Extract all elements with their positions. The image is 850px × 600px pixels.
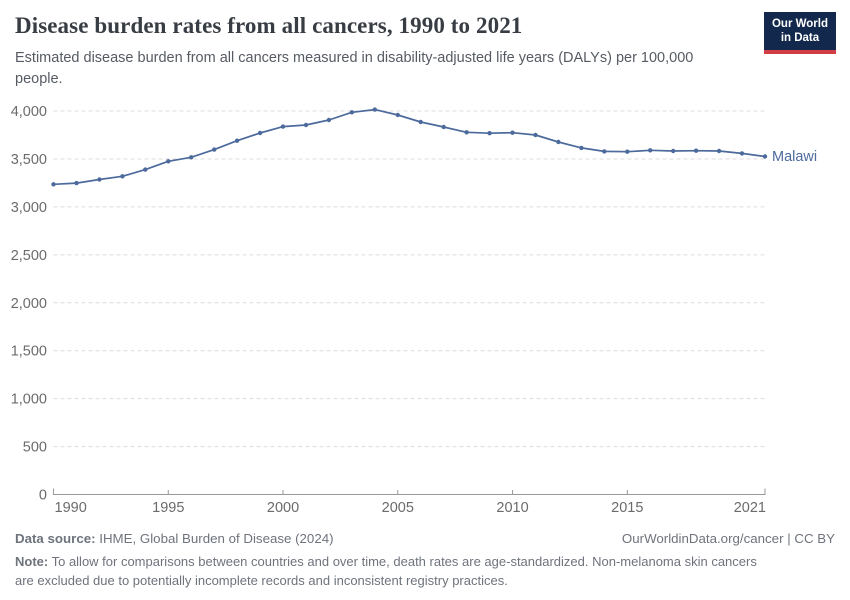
data-point-marker bbox=[120, 174, 125, 179]
svg-text:2000: 2000 bbox=[267, 500, 299, 516]
owid-logo-line1: Our World bbox=[771, 18, 828, 30]
svg-text:1,500: 1,500 bbox=[11, 344, 47, 360]
data-point-marker bbox=[212, 147, 217, 152]
data-point-marker bbox=[303, 122, 309, 128]
owid-link[interactable]: OurWorldinData.org/cancer | CC BY bbox=[621, 531, 835, 546]
data-point-marker bbox=[441, 124, 446, 130]
data-point-marker bbox=[602, 149, 607, 154]
data-point-marker bbox=[487, 131, 492, 136]
data-point-marker bbox=[395, 112, 400, 118]
x-axis bbox=[53, 488, 766, 495]
data-source-label: Data source: bbox=[15, 531, 96, 546]
data-point-marker bbox=[349, 110, 355, 115]
series-line bbox=[52, 108, 766, 186]
data-point-marker bbox=[671, 148, 676, 154]
data-point-marker bbox=[372, 107, 377, 112]
data-point-marker bbox=[326, 117, 332, 123]
owid-logo-line2: in Data bbox=[780, 32, 820, 45]
chart-header: Disease burden rates from all cancers, 1… bbox=[15, 13, 755, 89]
data-point-marker bbox=[625, 149, 630, 154]
data-point-marker bbox=[189, 155, 194, 160]
data-source: Data source: IHME, Global Burden of Dise… bbox=[15, 529, 334, 548]
svg-text:2015: 2015 bbox=[611, 500, 643, 516]
data-point-marker bbox=[418, 119, 423, 125]
chart-note: Note: To allow for comparisons between c… bbox=[15, 553, 777, 591]
svg-text:1995: 1995 bbox=[152, 500, 184, 516]
data-point-marker bbox=[143, 167, 148, 172]
svg-text:0: 0 bbox=[39, 488, 47, 504]
data-point-marker bbox=[579, 145, 584, 151]
svg-text:1990: 1990 bbox=[55, 500, 87, 516]
series-label-malawi[interactable]: Malawi bbox=[772, 149, 817, 165]
data-point-marker bbox=[464, 130, 469, 135]
data-point-marker bbox=[510, 130, 515, 135]
note-label: Note: bbox=[15, 554, 49, 570]
data-point-marker bbox=[648, 148, 653, 153]
data-point-marker bbox=[257, 130, 263, 136]
svg-text:3,500: 3,500 bbox=[11, 152, 47, 168]
data-point-marker bbox=[97, 177, 102, 182]
data-point-marker bbox=[280, 124, 286, 129]
data-point-marker bbox=[533, 132, 538, 138]
line-chart[interactable]: 0 500 1,000 1,500 2,000 2,500 3,000 3,500 4,000 1… bbox=[0, 0, 850, 525]
page-title: Disease burden rates from all cancers, 1… bbox=[15, 13, 523, 38]
chart-footer: Data source: IHME, Global Burden of Dise… bbox=[15, 529, 835, 591]
data-point-marker bbox=[51, 182, 56, 187]
svg-text:1,000: 1,000 bbox=[11, 392, 47, 408]
data-source-value: IHME, Global Burden of Disease (2024) bbox=[95, 531, 334, 546]
svg-text:2,000: 2,000 bbox=[11, 296, 47, 312]
owid-logo[interactable]: Our World in Data bbox=[763, 12, 836, 54]
svg-text:2010: 2010 bbox=[496, 500, 528, 516]
data-point-marker bbox=[74, 180, 79, 186]
data-point-marker bbox=[693, 148, 699, 153]
y-axis-labels: 0 500 1,000 1,500 2,000 2,500 3,000 3,500 4,000 bbox=[11, 104, 47, 504]
svg-text:2021: 2021 bbox=[734, 500, 766, 516]
data-point-marker bbox=[234, 138, 240, 143]
svg-text:3,000: 3,000 bbox=[11, 200, 47, 216]
svg-text:500: 500 bbox=[23, 440, 47, 456]
data-point-marker bbox=[166, 159, 171, 164]
svg-text:2005: 2005 bbox=[382, 500, 414, 516]
note-value: To allow for comparisons between countri… bbox=[15, 554, 757, 589]
data-point-marker bbox=[556, 139, 561, 145]
data-point-marker bbox=[762, 154, 768, 159]
data-point-marker bbox=[716, 148, 722, 154]
series-malawi[interactable]: Malawi bbox=[51, 107, 817, 187]
chart-subtitle: Estimated disease burden from all cancer… bbox=[15, 50, 694, 87]
x-axis-labels: 1990 1995 2000 2005 2010 2015 2021 bbox=[55, 500, 767, 516]
svg-text:2,500: 2,500 bbox=[11, 248, 47, 264]
gridlines bbox=[53, 110, 765, 448]
data-point-marker bbox=[739, 151, 745, 156]
svg-text:4,000: 4,000 bbox=[11, 104, 47, 120]
